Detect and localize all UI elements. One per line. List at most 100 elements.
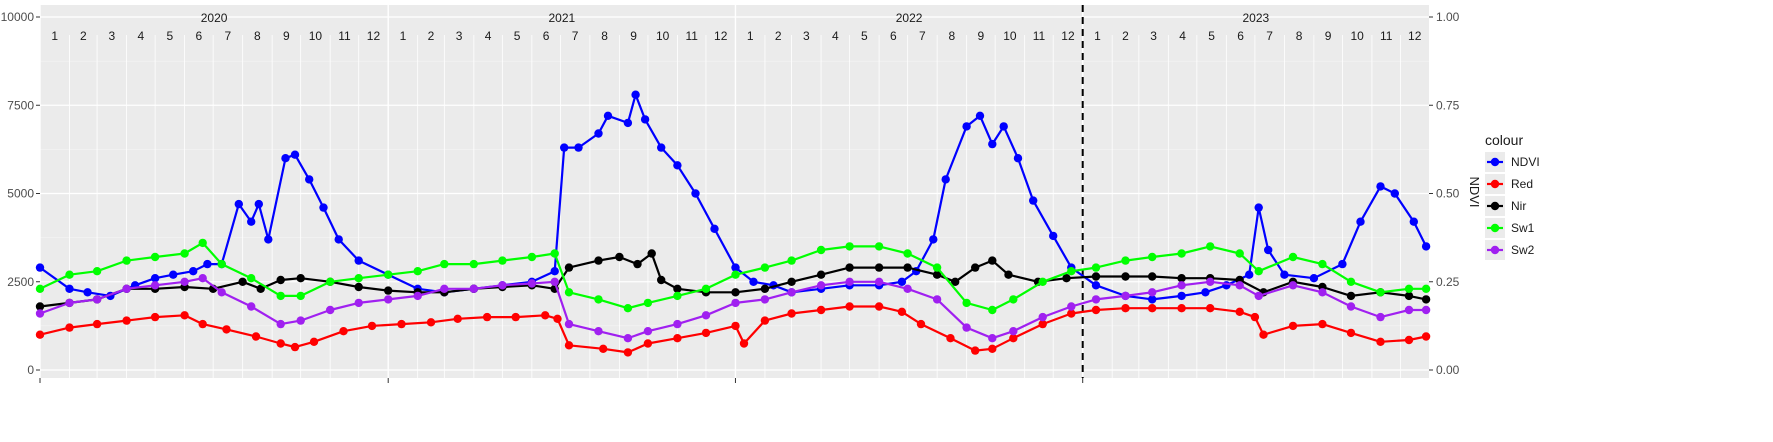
data-point (1004, 270, 1013, 279)
series-sw1 (35, 238, 1431, 315)
month-label: 4 (832, 29, 839, 43)
data-point (971, 346, 980, 355)
data-point (453, 314, 462, 323)
data-point (1121, 291, 1130, 301)
data-point (731, 263, 740, 272)
data-point (701, 311, 711, 320)
data-point (988, 305, 997, 315)
data-point (1121, 304, 1130, 313)
data-point (897, 277, 907, 286)
data-point (550, 277, 559, 286)
legend-title: colour (1485, 132, 1523, 148)
data-point (603, 111, 613, 121)
data-point (326, 277, 335, 286)
data-point (1259, 330, 1268, 339)
data-point (217, 288, 226, 297)
month-label: 9 (978, 29, 985, 43)
data-point (296, 291, 305, 301)
series-line-sw1 (39, 241, 1427, 312)
data-point (845, 263, 854, 272)
data-point (710, 224, 719, 233)
data-point (816, 281, 826, 290)
legend-key-point (1490, 157, 1500, 167)
data-point (150, 274, 160, 283)
data-point (251, 332, 261, 341)
data-point (1009, 334, 1018, 343)
data-point (787, 309, 796, 318)
legend-key-point (1490, 245, 1500, 255)
data-point (305, 175, 314, 184)
month-label: 7 (572, 29, 579, 43)
data-point (640, 115, 650, 124)
right-tick-label: 0.50 (1436, 187, 1460, 201)
data-point (35, 263, 45, 272)
series-red (35, 302, 1431, 357)
data-point (962, 298, 971, 308)
month-label: 11 (338, 29, 351, 43)
data-point (564, 263, 574, 272)
data-point (180, 249, 189, 258)
data-point (1177, 249, 1186, 258)
data-point (217, 259, 226, 269)
legend-item-sw2: Sw2 (1485, 240, 1535, 260)
data-point (1288, 281, 1298, 290)
data-point (564, 341, 574, 350)
month-label: 2 (428, 29, 435, 43)
data-point (564, 288, 574, 297)
data-point (65, 323, 74, 332)
data-point (290, 342, 300, 352)
grid-major (39, 5, 1429, 378)
data-point (760, 316, 770, 325)
data-point (180, 277, 189, 286)
series-sw2 (35, 274, 1431, 343)
legend-label: Red (1511, 177, 1533, 191)
data-point (527, 279, 537, 288)
data-point (238, 277, 247, 286)
data-point (623, 118, 633, 128)
month-label: 10 (1350, 29, 1364, 43)
data-point (276, 319, 285, 329)
data-point (1245, 270, 1254, 279)
data-point (1421, 332, 1431, 341)
data-point (816, 305, 826, 315)
month-label: 1 (1094, 29, 1101, 43)
data-point (760, 284, 770, 293)
data-point (988, 344, 997, 353)
data-point (1091, 295, 1101, 304)
data-point (247, 302, 256, 311)
data-point (1338, 259, 1347, 269)
data-point (999, 122, 1008, 131)
data-point (1067, 309, 1076, 318)
data-point (1029, 196, 1038, 205)
data-point (988, 139, 997, 149)
data-point (1206, 304, 1215, 313)
data-point (1121, 256, 1130, 265)
data-point (413, 291, 422, 301)
data-point (1013, 154, 1023, 163)
data-point (65, 284, 74, 293)
data-point (1288, 252, 1298, 262)
data-point (1148, 295, 1157, 304)
legend-label: Sw1 (1511, 221, 1535, 235)
data-point (169, 270, 178, 279)
data-point (903, 284, 912, 293)
month-label: 3 (803, 29, 810, 43)
data-point (254, 199, 263, 209)
data-point (1404, 291, 1414, 301)
month-label: 7 (1266, 29, 1273, 43)
data-point (787, 256, 796, 265)
data-point (35, 302, 45, 311)
month-label: 6 (196, 29, 203, 43)
data-point (574, 143, 583, 152)
data-point (276, 275, 285, 285)
data-point (787, 288, 796, 297)
data-point (874, 277, 884, 286)
month-label: 12 (367, 29, 381, 43)
data-point (874, 242, 884, 251)
data-point (122, 284, 131, 293)
data-point (469, 284, 478, 293)
month-label: 1 (747, 29, 754, 43)
data-point (92, 267, 102, 276)
data-point (673, 161, 682, 170)
